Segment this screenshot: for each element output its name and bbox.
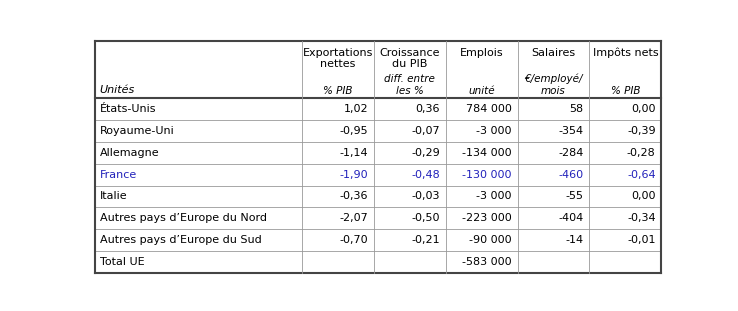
Text: -0,01: -0,01: [627, 235, 655, 245]
Text: -583 000: -583 000: [462, 257, 512, 267]
Text: -0,21: -0,21: [411, 235, 440, 245]
Text: Exportations
nettes: Exportations nettes: [303, 48, 373, 69]
Text: -1,14: -1,14: [339, 148, 368, 158]
Text: 0,00: 0,00: [631, 192, 655, 202]
Text: -1,90: -1,90: [339, 169, 368, 179]
Text: % PIB: % PIB: [610, 86, 640, 96]
Text: -223 000: -223 000: [462, 213, 512, 223]
Text: -284: -284: [559, 148, 584, 158]
Text: -0,70: -0,70: [339, 235, 368, 245]
Text: -0,64: -0,64: [627, 169, 655, 179]
Text: 0,00: 0,00: [631, 104, 655, 114]
Text: -0,36: -0,36: [339, 192, 368, 202]
Text: Allemagne: Allemagne: [100, 148, 159, 158]
Text: -130 000: -130 000: [462, 169, 512, 179]
Text: -0,48: -0,48: [411, 169, 440, 179]
Text: Unités: Unités: [100, 86, 135, 95]
Text: -0,34: -0,34: [627, 213, 655, 223]
Text: -14: -14: [565, 235, 584, 245]
Text: -404: -404: [559, 213, 584, 223]
Text: Salaires: Salaires: [531, 48, 576, 58]
Text: 1,02: 1,02: [343, 104, 368, 114]
Text: -0,28: -0,28: [627, 148, 655, 158]
Text: États-Unis: États-Unis: [100, 104, 156, 114]
Text: -0,03: -0,03: [412, 192, 440, 202]
Text: 784 000: 784 000: [466, 104, 512, 114]
Text: €/employé/
mois: €/employé/ mois: [524, 74, 583, 96]
Text: Croissance
du PIB: Croissance du PIB: [379, 48, 440, 69]
Text: -134 000: -134 000: [462, 148, 512, 158]
Text: -0,29: -0,29: [411, 148, 440, 158]
Text: unité: unité: [468, 86, 495, 96]
Text: -3 000: -3 000: [476, 192, 512, 202]
Text: diff. entre
les %: diff. entre les %: [384, 74, 435, 96]
Text: % PIB: % PIB: [323, 86, 353, 96]
Text: -0,07: -0,07: [411, 126, 440, 136]
Text: -55: -55: [566, 192, 584, 202]
Text: Emplois: Emplois: [460, 48, 503, 58]
Text: France: France: [100, 169, 137, 179]
Text: -0,39: -0,39: [627, 126, 655, 136]
Text: Autres pays d’Europe du Sud: Autres pays d’Europe du Sud: [100, 235, 261, 245]
Text: Royaume-Uni: Royaume-Uni: [100, 126, 174, 136]
Text: -2,07: -2,07: [339, 213, 368, 223]
Text: -3 000: -3 000: [476, 126, 512, 136]
Text: 58: 58: [570, 104, 584, 114]
Text: -0,50: -0,50: [412, 213, 440, 223]
Text: Total UE: Total UE: [100, 257, 144, 267]
Text: Italie: Italie: [100, 192, 127, 202]
Text: Autres pays d’Europe du Nord: Autres pays d’Europe du Nord: [100, 213, 266, 223]
Text: -354: -354: [559, 126, 584, 136]
Text: -0,95: -0,95: [339, 126, 368, 136]
Text: -460: -460: [559, 169, 584, 179]
Text: -90 000: -90 000: [469, 235, 512, 245]
Text: Impôts nets: Impôts nets: [593, 48, 658, 58]
Text: 0,36: 0,36: [415, 104, 440, 114]
